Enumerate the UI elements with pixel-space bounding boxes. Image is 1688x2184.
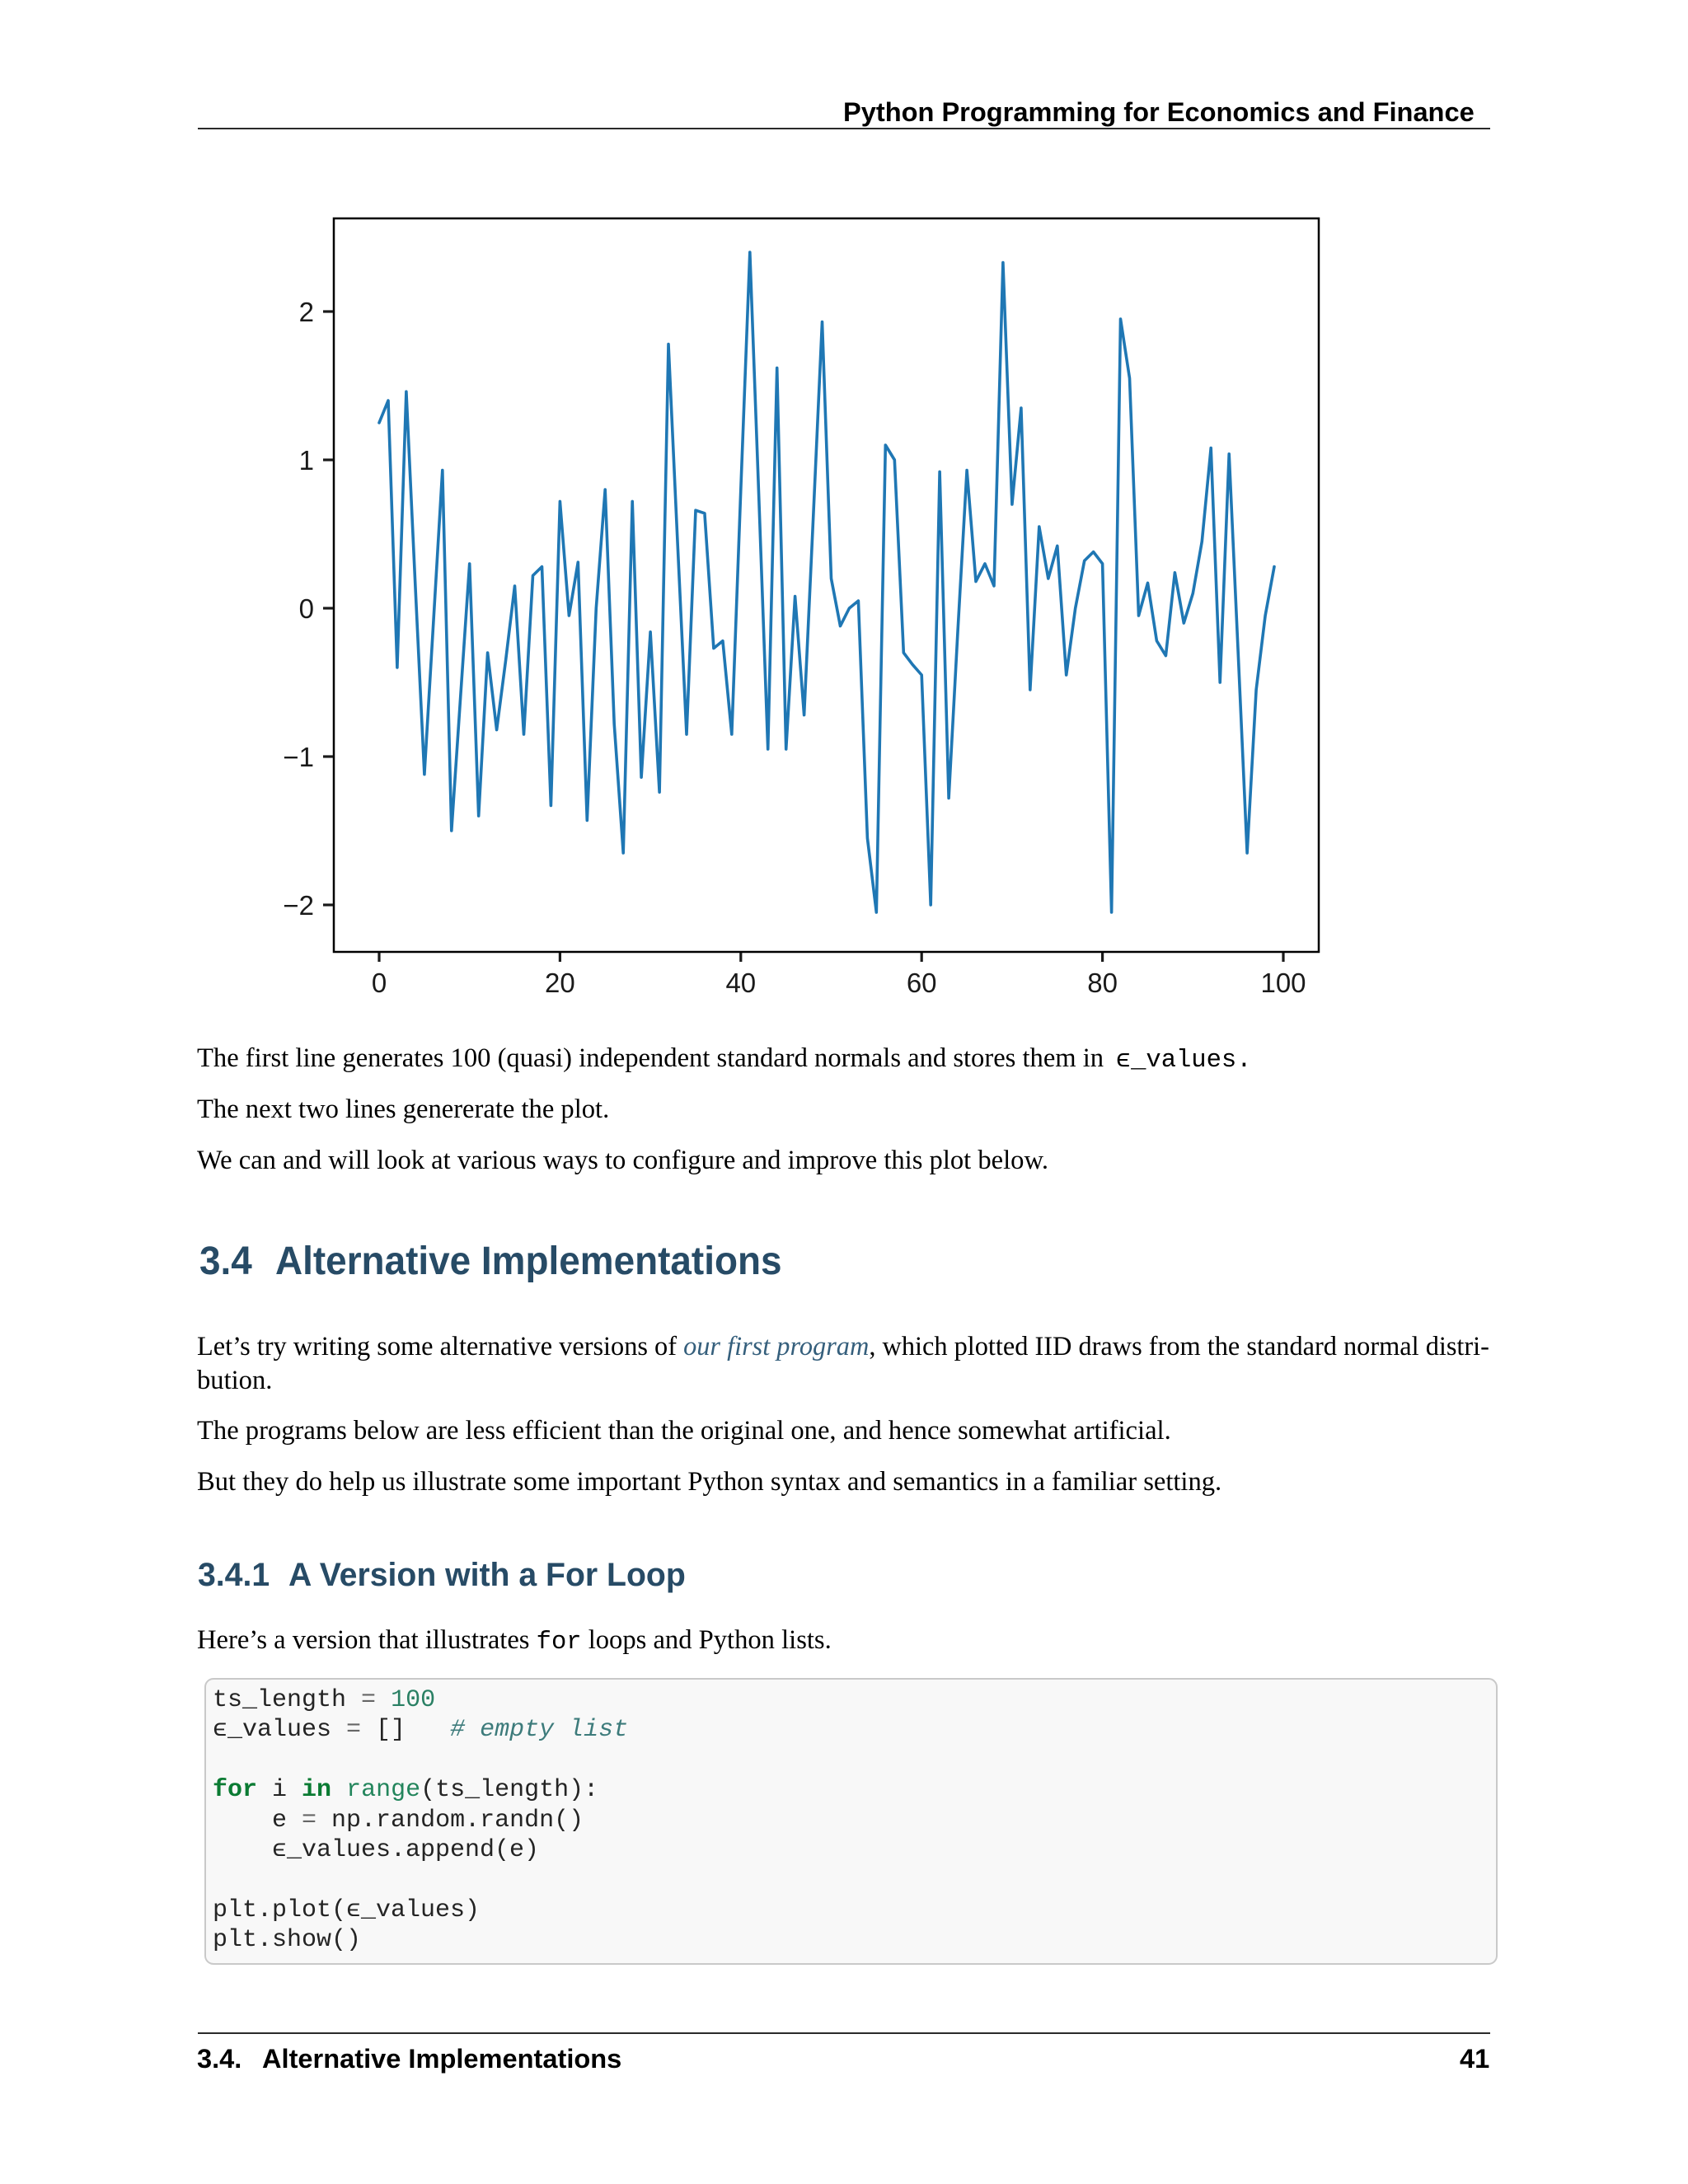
svg-text:20: 20 [545, 968, 575, 998]
svg-text:0: 0 [372, 968, 387, 998]
svg-text:1: 1 [299, 445, 314, 476]
svg-text:−2: −2 [283, 890, 314, 921]
svg-text:100: 100 [1260, 968, 1306, 998]
svg-text:0: 0 [299, 593, 314, 624]
svg-text:60: 60 [907, 968, 937, 998]
svg-text:40: 40 [725, 968, 756, 998]
svg-text:−1: −1 [283, 742, 314, 772]
svg-text:80: 80 [1087, 968, 1118, 998]
svg-text:2: 2 [299, 297, 314, 327]
